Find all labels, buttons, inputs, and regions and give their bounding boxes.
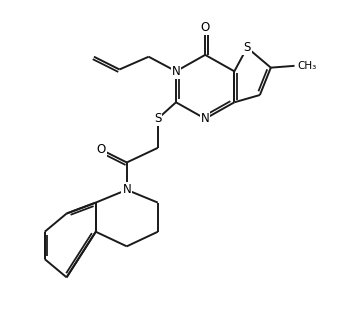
Text: CH₃: CH₃ bbox=[297, 61, 317, 71]
Text: N: N bbox=[122, 183, 131, 196]
Text: N: N bbox=[201, 112, 209, 125]
Text: S: S bbox=[244, 41, 251, 54]
Text: O: O bbox=[96, 143, 106, 156]
Text: S: S bbox=[154, 112, 162, 125]
Text: N: N bbox=[172, 65, 180, 78]
Text: O: O bbox=[201, 21, 210, 34]
